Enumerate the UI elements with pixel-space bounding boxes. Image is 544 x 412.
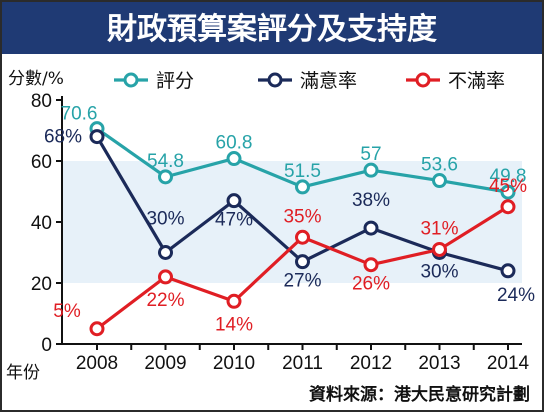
x-tick-label: 2013: [418, 353, 460, 374]
data-label: 54.8: [147, 151, 184, 172]
x-tick-label: 2014: [487, 353, 530, 374]
legend-label: 滿意率: [300, 70, 357, 92]
data-label: 30%: [420, 262, 458, 283]
series-point: [158, 169, 173, 185]
data-label: 45%: [489, 176, 527, 197]
series-point: [432, 241, 447, 257]
legend: 評分 滿意率 不滿率: [114, 70, 505, 92]
series-point: [226, 151, 242, 167]
band-40-60: [62, 161, 522, 222]
data-label: 68%: [44, 127, 82, 148]
band-0-20: [62, 283, 522, 344]
title-banner: [2, 2, 542, 54]
x-tick-label: 2008: [76, 353, 118, 374]
data-label: 49.8: [490, 166, 527, 187]
x-tick-label: 2009: [144, 353, 186, 374]
series-point: [89, 321, 105, 337]
data-label: 38%: [352, 190, 390, 211]
y-tick-label: 40: [31, 213, 52, 234]
data-label: 60.8: [216, 133, 253, 154]
data-label: 57: [360, 144, 381, 165]
y-tick-label: 80: [31, 91, 52, 112]
data-label: 70.6: [61, 104, 98, 125]
y-tick-label: 60: [31, 152, 52, 173]
legend-marker: [123, 72, 139, 88]
legend-marker: [267, 72, 283, 88]
series-point: [295, 254, 310, 270]
data-label: 22%: [146, 290, 184, 311]
series-point: [89, 129, 105, 145]
chart-title: 財政預算案評分及支持度: [107, 12, 437, 47]
band-60-80: [62, 100, 522, 161]
legend-label: 不滿率: [448, 70, 505, 92]
series-point: [363, 162, 379, 178]
series-point: [158, 269, 173, 285]
data-label: 24%: [497, 285, 535, 306]
x-tick-label: 2011: [282, 353, 323, 374]
series-point: [500, 263, 516, 279]
series-point: [500, 184, 516, 200]
source-note: 資料來源：港大民意研究計劃: [309, 384, 530, 405]
series-point: [432, 173, 447, 189]
series-point: [295, 229, 310, 245]
data-label: 27%: [283, 271, 321, 292]
data-label: 31%: [420, 218, 458, 239]
y-axis-label: 分數/%: [8, 69, 64, 89]
data-label: 26%: [352, 274, 390, 295]
series-point: [295, 179, 310, 195]
series-point: [226, 293, 242, 309]
data-label: 53.6: [421, 155, 458, 176]
x-tick-label: 2012: [350, 353, 392, 374]
series-point: [500, 199, 516, 215]
x-axis-label: 年份: [6, 363, 40, 383]
series-layer: [89, 121, 516, 337]
data-label: 35%: [283, 206, 321, 227]
axes: 0 20 40 60 80 2008 2009 2010 2011 2012 2013 2014: [31, 91, 530, 374]
legend-label: 評分: [156, 70, 194, 92]
legend-marker: [415, 72, 431, 88]
series-point: [226, 193, 242, 209]
y-tick-label: 20: [31, 274, 52, 295]
y-tick-label: 0: [41, 335, 52, 356]
data-labels: 70.6 54.8 60.8 51.5 57 53.6 49.8 68% 30% 47% 27% 38…: [44, 104, 535, 336]
series-point: [363, 220, 379, 236]
data-label: 5%: [53, 301, 81, 322]
data-label: 47%: [215, 210, 253, 231]
data-label: 14%: [215, 314, 253, 335]
data-label: 30%: [146, 209, 184, 230]
x-tick-label: 2010: [213, 353, 255, 374]
series-point: [158, 245, 173, 260]
data-label: 51.5: [284, 161, 321, 182]
series-point: [363, 257, 379, 273]
